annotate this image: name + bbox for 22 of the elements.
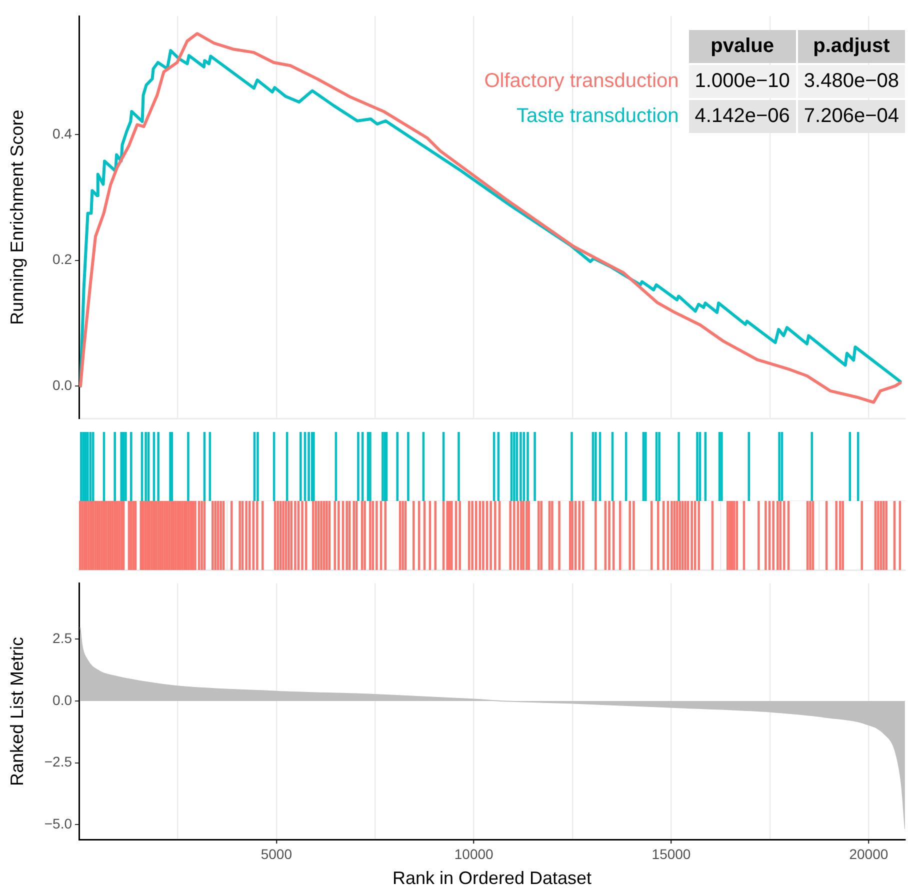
annotation: 1.000e−10 <box>688 65 796 98</box>
y-tick-label: 0.0 <box>52 692 72 708</box>
y-axis-title: Running Enrichment Score <box>6 110 27 325</box>
y-tick-label: 0.0 <box>52 376 72 393</box>
y-tick-label: −2.5 <box>44 754 72 770</box>
annotation: 7.206e−04 <box>798 100 905 133</box>
x-axis-title: Rank in Ordered Dataset <box>392 868 592 888</box>
y-axis-title: Ranked List Metric <box>6 636 27 786</box>
annotation: 3.480e−08 <box>798 65 905 98</box>
y-tick-label: −5.0 <box>44 816 72 832</box>
text: Olfactory transduction <box>483 69 680 94</box>
text: Taste transduction <box>515 104 680 129</box>
x-tick-label: 5000 <box>260 846 292 862</box>
annotation: p.adjust <box>798 30 905 63</box>
x-tick-label: 10000 <box>454 846 494 862</box>
y-tick-label: 0.2 <box>52 251 72 268</box>
annotation: 4.142e−06 <box>688 100 796 133</box>
y-tick-label: 2.5 <box>52 630 72 646</box>
y-tick-label: 0.4 <box>52 126 72 142</box>
x-tick-label: 20000 <box>849 846 888 862</box>
annotation: pvalue <box>688 30 796 63</box>
x-tick-label: 15000 <box>652 846 691 862</box>
